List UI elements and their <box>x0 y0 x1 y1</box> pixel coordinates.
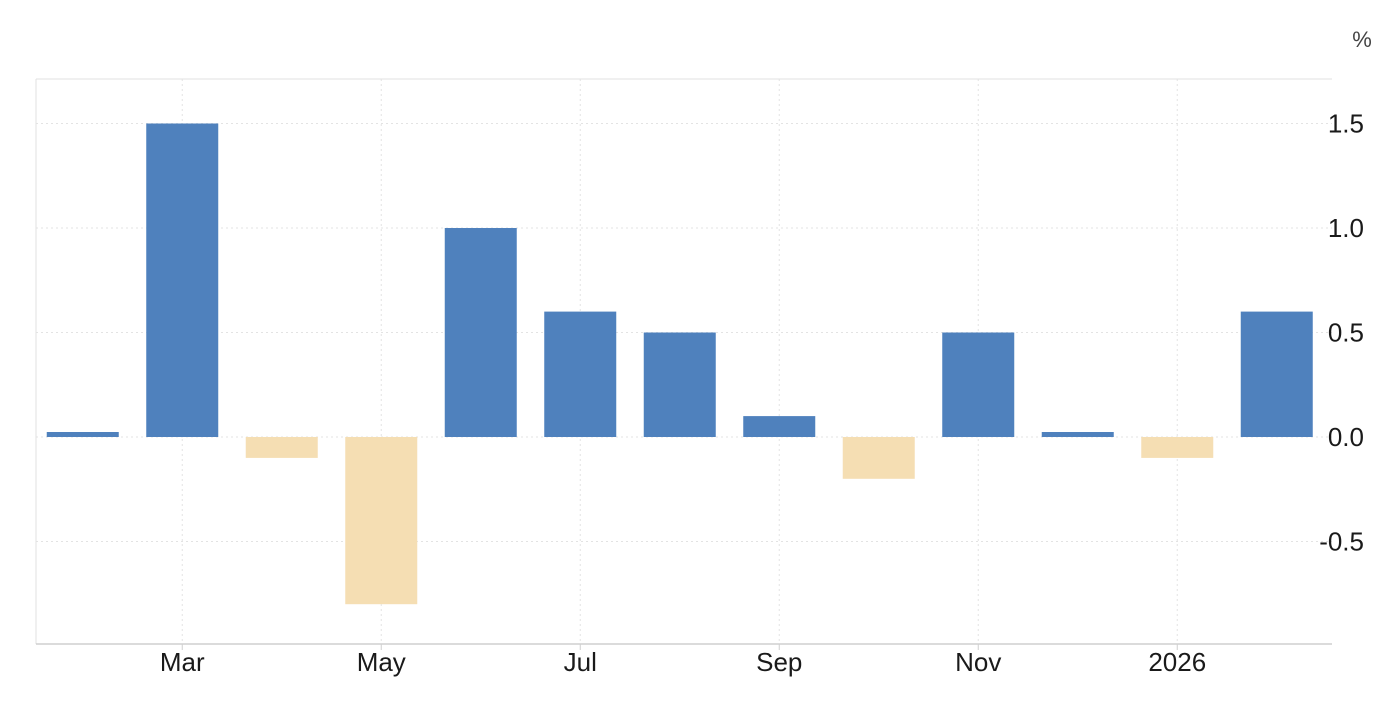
x-axis-tick-labels: Mar May Jul Sep Nov 2026 <box>160 647 1206 677</box>
y-tick-label: -0.5 <box>1319 527 1364 557</box>
bar-2025-12[interactable] <box>1041 432 1114 437</box>
y-axis-unit-label: % <box>1352 27 1372 52</box>
bar-2025-08[interactable] <box>643 332 716 438</box>
bar-2025-04[interactable] <box>245 437 318 458</box>
bar-2025-11[interactable] <box>942 332 1015 438</box>
bar-2026-02[interactable] <box>1240 311 1313 437</box>
bar-2025-02[interactable] <box>46 432 119 437</box>
x-tick-label: 2026 <box>1148 647 1206 677</box>
y-tick-label: 0.0 <box>1328 422 1364 452</box>
x-tick-label: Jul <box>564 647 597 677</box>
x-tick-label: Nov <box>955 647 1001 677</box>
y-tick-label: 0.5 <box>1328 318 1364 348</box>
y-tick-label: 1.0 <box>1328 213 1364 243</box>
y-axis-tick-labels: 1.5 1.0 0.5 0.0 -0.5 <box>1319 109 1364 557</box>
bar-2025-06[interactable] <box>444 228 517 437</box>
bar-2026-01[interactable] <box>1141 437 1214 458</box>
y-tick-label: 1.5 <box>1328 109 1364 139</box>
bar-2025-05[interactable] <box>345 437 418 605</box>
x-tick-label: May <box>357 647 406 677</box>
bar-2025-10[interactable] <box>842 437 915 479</box>
bar-2025-07[interactable] <box>544 311 617 437</box>
bars <box>46 123 1313 605</box>
x-tick-label: Sep <box>756 647 802 677</box>
x-tick-label: Mar <box>160 647 205 677</box>
bar-2025-03[interactable] <box>146 123 219 438</box>
bar-2025-09[interactable] <box>743 416 816 437</box>
